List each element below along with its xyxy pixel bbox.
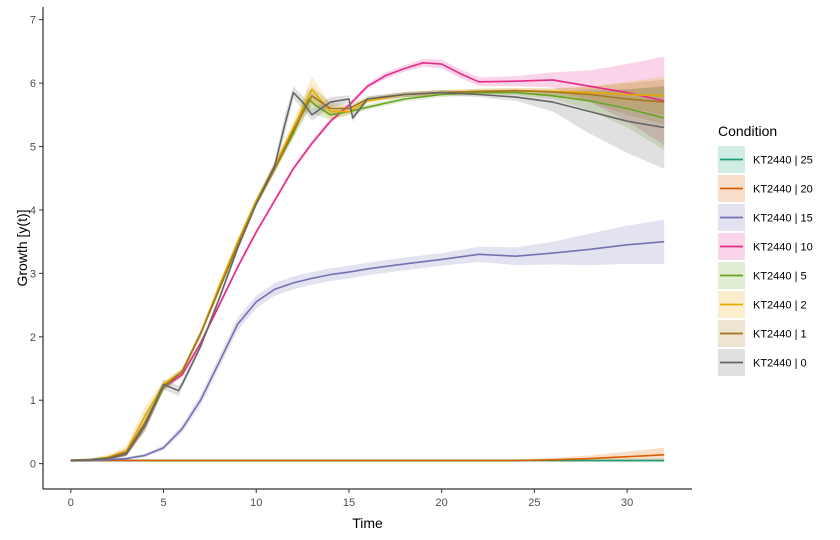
legend-label: KT2440 | 10 [753, 242, 813, 254]
y-tick-label: 6 [30, 78, 36, 90]
legend-label: KT2440 | 1 [753, 329, 807, 341]
line-kt2440-20 [70, 454, 665, 462]
line-kt2440-0 [70, 91, 665, 462]
y-tick-label: 1 [30, 395, 36, 407]
y-tick-label: 4 [30, 205, 36, 217]
legend-item: KT2440 | 20 [718, 175, 813, 202]
legend-item: KT2440 | 0 [718, 349, 807, 376]
y-tick-label: 3 [30, 268, 36, 280]
confidence-bands [70, 56, 665, 463]
legend-title: Condition [718, 123, 777, 139]
x-axis-title: Time [352, 515, 383, 531]
legend: KT2440 | 25 KT2440 | 20 KT2440 | 15 KT2440 … [718, 146, 813, 376]
x-tick-label: 15 [343, 497, 355, 509]
axes: 0 5 10 15 20 25 30 0 1 2 3 4 5 6 7 [30, 7, 692, 509]
band-kt2440-15 [70, 219, 665, 462]
legend-item: KT2440 | 1 [718, 320, 807, 347]
legend-item: KT2440 | 15 [718, 204, 813, 231]
legend-label: KT2440 | 5 [753, 271, 807, 283]
legend-label: KT2440 | 15 [753, 213, 813, 225]
line-kt2440-15 [70, 240, 665, 462]
x-tick-label: 5 [160, 497, 166, 509]
x-tick-label: 25 [528, 497, 540, 509]
y-tick-label: 5 [30, 142, 36, 154]
y-tick-label: 7 [30, 15, 36, 27]
x-tick-label: 30 [621, 497, 633, 509]
x-axis-ticks: 0 5 10 15 20 25 30 [68, 489, 633, 509]
series-lines [70, 61, 665, 462]
line-kt2440-1 [70, 89, 665, 462]
x-tick-label: 0 [68, 497, 74, 509]
legend-label: KT2440 | 2 [753, 300, 807, 312]
legend-label: KT2440 | 0 [753, 358, 807, 370]
y-axis-ticks: 0 1 2 3 4 5 6 7 [30, 15, 43, 471]
y-axis-title: Growth [y(t)] [14, 209, 30, 286]
legend-item: KT2440 | 2 [718, 291, 807, 318]
band-kt2440-0 [70, 86, 665, 462]
x-tick-label: 20 [436, 497, 448, 509]
legend-label: KT2440 | 25 [753, 155, 813, 167]
legend-item: KT2440 | 25 [718, 146, 813, 173]
legend-item: KT2440 | 5 [718, 262, 807, 289]
x-tick-label: 10 [250, 497, 262, 509]
legend-item: KT2440 | 10 [718, 233, 813, 260]
y-tick-label: 2 [30, 332, 36, 344]
line-kt2440-5 [70, 91, 665, 462]
y-tick-label: 0 [30, 459, 36, 471]
legend-label: KT2440 | 20 [753, 184, 813, 196]
